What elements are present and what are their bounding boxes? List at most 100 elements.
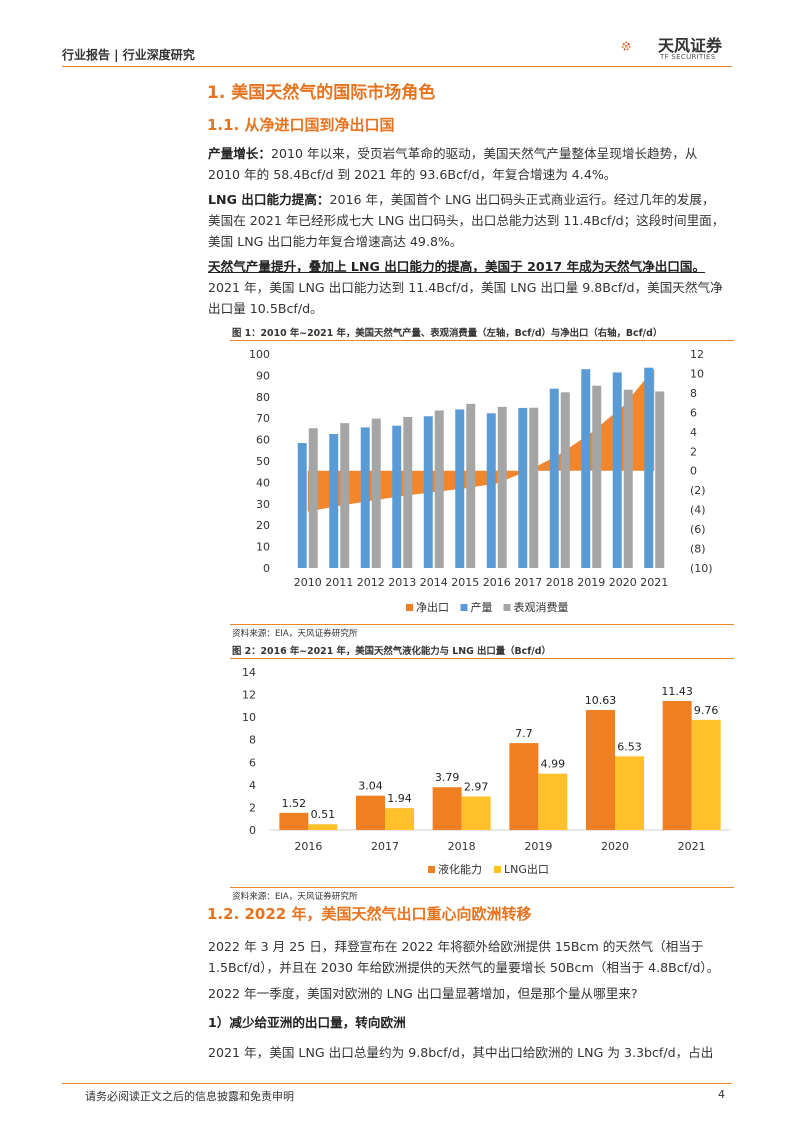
legend-label: 液化能力	[438, 862, 482, 876]
legend-swatch	[460, 604, 468, 611]
data-label: 0.51	[311, 808, 336, 821]
legend-swatch	[406, 604, 413, 611]
bar-liquefaction-capacity	[356, 795, 385, 830]
legend-label: LNG出口	[504, 862, 549, 876]
data-label: 6.53	[617, 740, 642, 753]
figure-2-title: 图 2：2016 年~2021 年，美国天然气液化能力与 LNG 出口量（Bcf…	[232, 646, 551, 657]
net-export-area	[307, 368, 655, 512]
bar-lng-export	[461, 796, 491, 830]
paragraph-lead: LNG 出口能力提高：	[208, 192, 330, 207]
paragraph-text: 2016 年，美国首个 LNG 出口码头正式商业运行。经过几年的发展，	[329, 192, 715, 207]
bar-production	[518, 407, 528, 568]
y-tick-label: 90	[256, 369, 270, 382]
bar-production	[329, 434, 339, 568]
y-tick-label: 70	[256, 412, 270, 425]
bar-lng-export	[538, 773, 568, 830]
paragraph-text: 1.5Bcf/d），并且在 2030 年给欧洲提供的天然气的量要增长 50Bcm…	[208, 960, 720, 975]
y2-tick-label: 10	[690, 367, 704, 380]
x-tick-label: 2018	[448, 840, 476, 853]
data-label: 11.43	[661, 685, 693, 698]
bar-consumption	[497, 406, 507, 568]
y-tick-label: 0	[249, 824, 256, 837]
y2-tick-label: (10)	[690, 562, 713, 575]
y2-tick-label: 0	[690, 465, 697, 478]
y2-tick-label: 4	[690, 426, 697, 439]
data-label: 3.79	[435, 771, 460, 784]
bar-production	[486, 413, 496, 568]
footer-disclaimer: 请务必阅读正文之后的信息披露和免责申明	[85, 1090, 294, 1103]
paragraph-2021-exports: 2021 年，美国 LNG 出口总量约为 9.8bcf/d，其中出口给欧洲的 L…	[208, 1042, 733, 1063]
y-tick-label: 8	[249, 734, 256, 747]
logo-flower-icon	[621, 41, 631, 51]
bar-consumption	[560, 392, 570, 568]
y-tick-label: 50	[256, 455, 270, 468]
bar-production	[549, 388, 559, 568]
x-tick-label: 2016	[294, 840, 322, 853]
paragraph-text: 美国 LNG 出口能力年复合增速高达 49.8%。	[208, 234, 463, 249]
bar-liquefaction-capacity	[662, 701, 692, 830]
legend-swatch	[494, 866, 501, 873]
paragraph-text: 2022 年一季度，美国对欧洲的 LNG 出口量显著增加，但是那个量从哪里来?	[208, 986, 638, 1001]
y2-tick-label: 12	[690, 348, 704, 361]
legend-label: 净出口	[416, 600, 449, 614]
x-tick-label: 2017	[371, 840, 399, 853]
x-tick-label: 2013	[388, 576, 416, 589]
y-tick-label: 40	[256, 476, 270, 489]
y-tick-label: 20	[256, 519, 270, 532]
x-tick-label: 2020	[601, 840, 629, 853]
x-tick-label: 2019	[577, 576, 605, 589]
bar-consumption	[466, 403, 476, 568]
footer-divider	[62, 1083, 732, 1084]
paragraph-text: 2010 年以来，受页岩气革命的驱动，美国天然气产量整体呈现增长趋势，从	[270, 146, 698, 161]
data-label: 9.76	[694, 704, 719, 717]
paragraph-lead: 产量增长：	[208, 146, 271, 161]
bar-consumption	[529, 407, 539, 568]
bar-lng-export	[385, 808, 414, 830]
y2-tick-label: (4)	[690, 504, 706, 517]
bar-liquefaction-capacity	[279, 812, 309, 830]
bar-consumption	[371, 418, 381, 568]
bar-production	[392, 425, 402, 568]
y2-tick-label: 6	[690, 406, 697, 419]
x-tick-label: 2011	[325, 576, 353, 589]
data-label: 3.04	[358, 780, 383, 793]
paragraph-text: 2010 年的 58.4Bcf/d 到 2021 年的 93.6Bcf/d，年复…	[208, 167, 617, 182]
subheading-text: 1）减少给亚洲的出口量，转向欧洲	[208, 1015, 406, 1030]
bar-consumption	[403, 416, 413, 568]
y-tick-label: 30	[256, 498, 270, 511]
bar-consumption	[434, 410, 444, 568]
data-label: 1.52	[282, 797, 307, 810]
bar-consumption	[655, 391, 665, 568]
y-tick-label: 0	[263, 562, 270, 575]
bar-production	[455, 409, 465, 568]
y-tick-label: 2	[249, 801, 256, 814]
y-tick-label: 10	[256, 541, 270, 554]
bar-lng-export	[691, 719, 721, 830]
x-tick-label: 2018	[546, 576, 574, 589]
y-tick-label: 14	[242, 666, 256, 679]
paragraph-subheading: 1）减少给亚洲的出口量，转向欧洲	[208, 1012, 733, 1033]
data-label: 4.99	[541, 758, 566, 771]
y-tick-label: 10	[242, 711, 256, 724]
figure-1-source: 资料来源：EIA，天风证券研究所	[232, 629, 358, 639]
paragraph-q1: 2022 年一季度，美国对欧洲的 LNG 出口量显著增加，但是那个量从哪里来?	[208, 983, 733, 1004]
header-divider	[62, 66, 732, 67]
x-tick-label: 2012	[357, 576, 385, 589]
x-tick-label: 2019	[524, 840, 552, 853]
x-tick-label: 2021	[678, 840, 706, 853]
bar-production	[581, 369, 591, 568]
x-tick-label: 2017	[514, 576, 542, 589]
figure-2-bottom-rule	[230, 887, 734, 888]
chart-2: 0 2 4 6 8 10 12 14 1.52 0.51 2016 3.04 1.94 2017 3.79 2…	[242, 666, 730, 876]
section-heading-1-1: 1.1. 从净进口国到净出口国	[207, 116, 395, 134]
y2-tick-label: 2	[690, 445, 697, 458]
bar-consumption	[308, 428, 318, 568]
bar-production	[423, 416, 433, 568]
paragraph-biden: 2022 年 3 月 25 日，拜登宣布在 2022 年将额外给欧洲提供 15B…	[208, 936, 733, 978]
report-type-label: 行业报告 | 行业深度研究	[62, 48, 195, 62]
logo-text-cn: 天风证券	[658, 36, 723, 55]
x-tick-label: 2020	[609, 576, 637, 589]
paragraph-text: 2022 年 3 月 25 日，拜登宣布在 2022 年将额外给欧洲提供 15B…	[208, 939, 704, 954]
paragraph-lead-underlined: 天然气产量提升，叠加上 LNG 出口能力的提高，美国于 2017 年成为天然气净…	[208, 259, 706, 274]
figure-1-title: 图 1：2010 年~2021 年，美国天然气产量、表观消费量（左轴，Bcf/d…	[232, 328, 663, 339]
